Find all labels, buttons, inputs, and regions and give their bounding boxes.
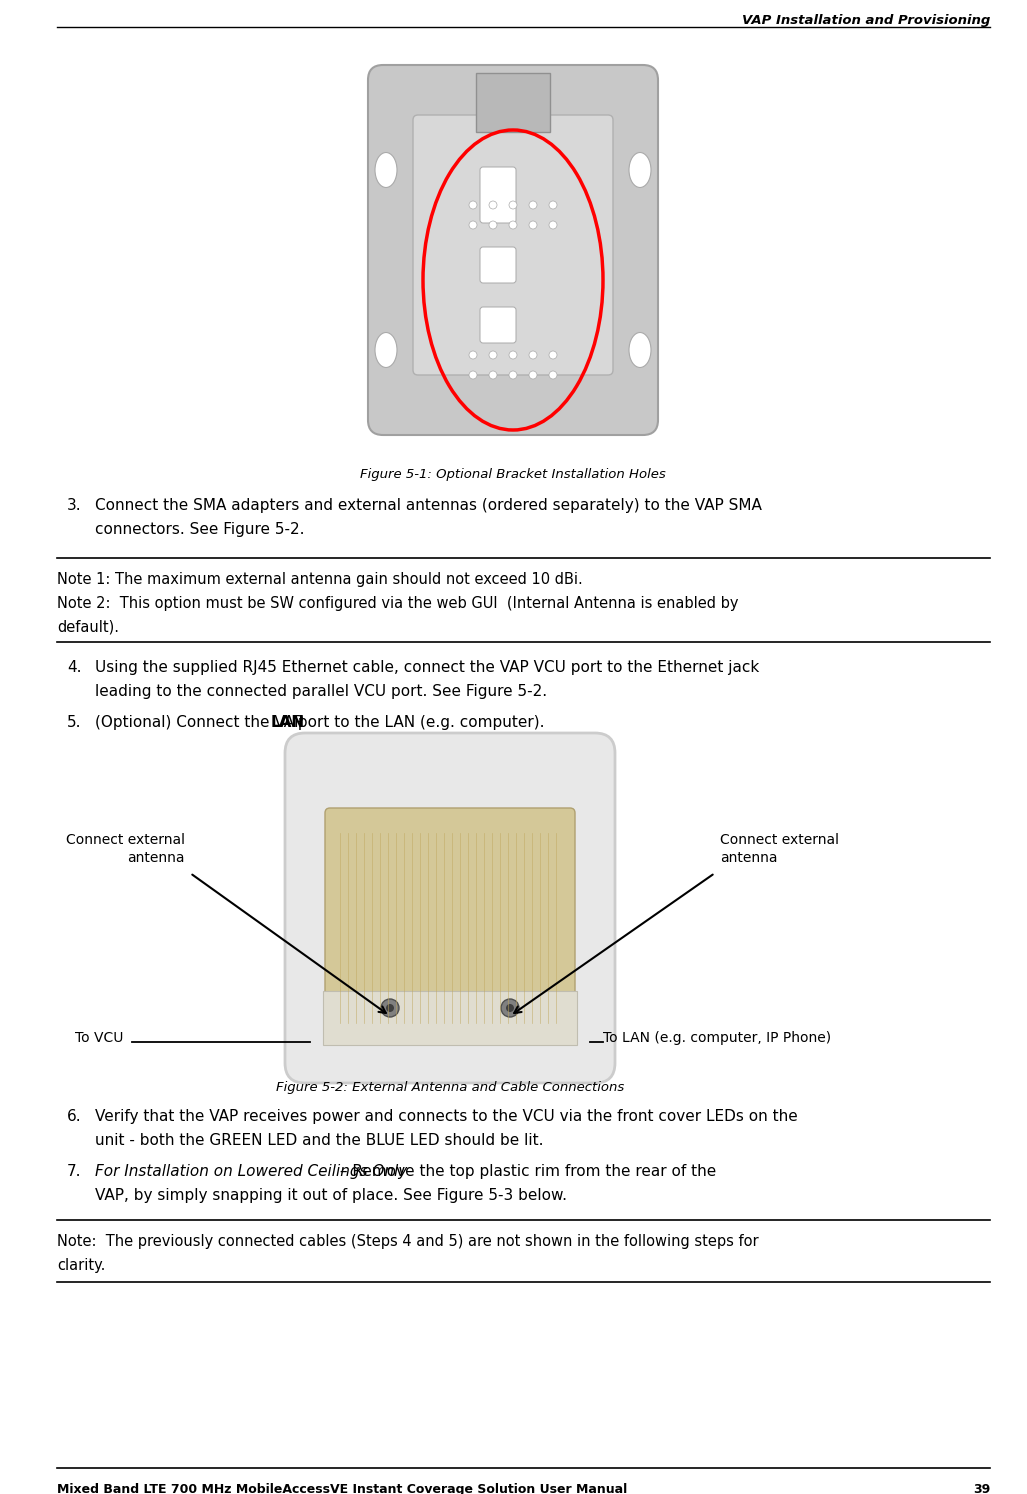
Circle shape — [549, 371, 557, 379]
Text: antenna: antenna — [127, 852, 185, 865]
Circle shape — [509, 221, 517, 229]
Text: VAP, by simply snapping it out of place. See Figure 5-3 below.: VAP, by simply snapping it out of place.… — [96, 1188, 567, 1203]
Text: 4.: 4. — [67, 660, 81, 675]
Circle shape — [386, 1004, 394, 1011]
Text: 3.: 3. — [67, 498, 81, 512]
FancyBboxPatch shape — [480, 167, 516, 223]
FancyBboxPatch shape — [480, 247, 516, 282]
FancyBboxPatch shape — [413, 115, 613, 375]
FancyBboxPatch shape — [480, 306, 516, 344]
Text: 6.: 6. — [67, 1109, 81, 1123]
Text: 39: 39 — [973, 1484, 990, 1494]
Circle shape — [509, 202, 517, 209]
Text: antenna: antenna — [720, 852, 777, 865]
Circle shape — [529, 371, 537, 379]
Circle shape — [489, 202, 497, 209]
Circle shape — [506, 1004, 514, 1011]
FancyBboxPatch shape — [324, 991, 577, 1044]
Circle shape — [469, 221, 477, 229]
Circle shape — [469, 351, 477, 359]
Text: For Installation on Lowered Ceilings Only: For Installation on Lowered Ceilings Onl… — [96, 1164, 408, 1179]
Circle shape — [549, 351, 557, 359]
Circle shape — [509, 351, 517, 359]
Circle shape — [501, 999, 519, 1017]
Text: Figure 5-1: Optional Bracket Installation Holes: Figure 5-1: Optional Bracket Installatio… — [360, 468, 665, 481]
Text: – Remove the top plastic rim from the rear of the: – Remove the top plastic rim from the re… — [335, 1164, 716, 1179]
Text: VAP Installation and Provisioning: VAP Installation and Provisioning — [741, 13, 990, 27]
Text: connectors. See Figure 5-2.: connectors. See Figure 5-2. — [96, 521, 304, 536]
Circle shape — [549, 202, 557, 209]
Text: Note 1: The maximum external antenna gain should not exceed 10 dBi.: Note 1: The maximum external antenna gai… — [58, 572, 582, 587]
Circle shape — [509, 371, 517, 379]
Text: Connect external: Connect external — [720, 834, 839, 847]
FancyBboxPatch shape — [286, 734, 615, 1083]
Text: Mixed Band LTE 700 MHz MobileAccessVE Instant Coverage Solution User Manual: Mixed Band LTE 700 MHz MobileAccessVE In… — [58, 1484, 627, 1494]
Circle shape — [489, 221, 497, 229]
Text: 5.: 5. — [67, 716, 81, 731]
FancyBboxPatch shape — [476, 73, 550, 131]
Ellipse shape — [375, 333, 397, 368]
Circle shape — [381, 999, 400, 1017]
Text: Connect external: Connect external — [66, 834, 185, 847]
Ellipse shape — [629, 333, 651, 368]
Circle shape — [529, 202, 537, 209]
Text: Verify that the VAP receives power and connects to the VCU via the front cover L: Verify that the VAP receives power and c… — [96, 1109, 798, 1123]
FancyBboxPatch shape — [368, 66, 658, 435]
Circle shape — [549, 221, 557, 229]
Bar — [368, 49, 658, 450]
Text: 7.: 7. — [67, 1164, 81, 1179]
Text: LAN: LAN — [271, 716, 305, 731]
Text: default).: default). — [58, 620, 119, 635]
Text: Connect the SMA adapters and external antennas (ordered separately) to the VAP S: Connect the SMA adapters and external an… — [96, 498, 762, 512]
Circle shape — [489, 371, 497, 379]
Text: clarity.: clarity. — [58, 1258, 106, 1273]
FancyBboxPatch shape — [325, 808, 575, 1038]
Circle shape — [529, 221, 537, 229]
Text: (Optional) Connect the VAP: (Optional) Connect the VAP — [96, 716, 308, 731]
Text: port to the LAN (e.g. computer).: port to the LAN (e.g. computer). — [293, 716, 544, 731]
Text: Using the supplied RJ45 Ethernet cable, connect the VAP VCU port to the Ethernet: Using the supplied RJ45 Ethernet cable, … — [96, 660, 759, 675]
Text: Figure 5-2: External Antenna and Cable Connections: Figure 5-2: External Antenna and Cable C… — [276, 1082, 624, 1094]
Text: To VCU: To VCU — [75, 1031, 123, 1044]
Text: Note:  The previously connected cables (Steps 4 and 5) are not shown in the foll: Note: The previously connected cables (S… — [58, 1234, 759, 1249]
Circle shape — [529, 351, 537, 359]
Text: To LAN (e.g. computer, IP Phone): To LAN (e.g. computer, IP Phone) — [603, 1031, 831, 1044]
Text: leading to the connected parallel VCU port. See Figure 5-2.: leading to the connected parallel VCU po… — [96, 684, 547, 699]
Text: unit - both the GREEN LED and the BLUE LED should be lit.: unit - both the GREEN LED and the BLUE L… — [96, 1132, 543, 1147]
Circle shape — [469, 371, 477, 379]
Ellipse shape — [375, 152, 397, 188]
Circle shape — [469, 202, 477, 209]
Text: Note 2:  This option must be SW configured via the web GUI  (Internal Antenna is: Note 2: This option must be SW configure… — [58, 596, 738, 611]
Circle shape — [489, 351, 497, 359]
Ellipse shape — [629, 152, 651, 188]
